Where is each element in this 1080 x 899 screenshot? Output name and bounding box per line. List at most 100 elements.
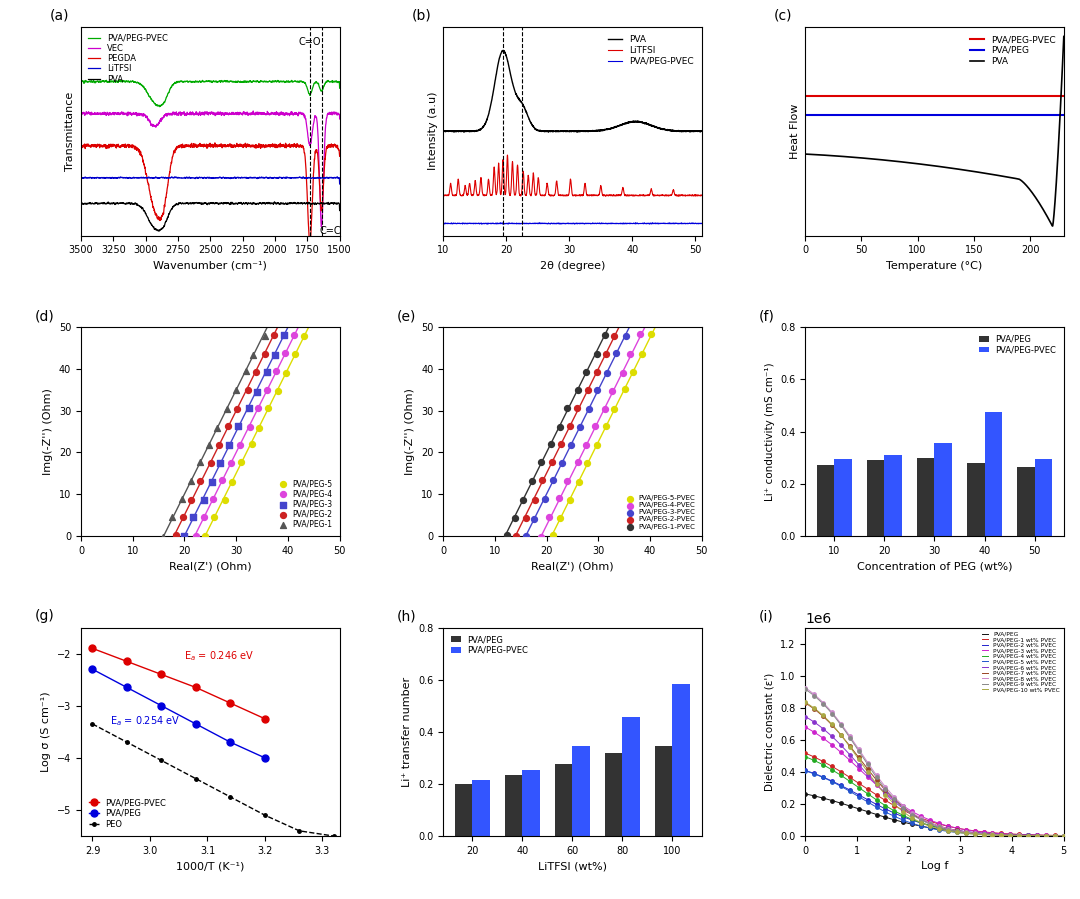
Point — [823, 717, 840, 732]
Point — [1037, 829, 1054, 843]
Y-axis label: Li⁺ transfer number: Li⁺ transfer number — [403, 677, 413, 787]
PVA — [497, 45, 510, 56]
Y-axis label: Img(-Z'') (Ohm): Img(-Z'') (Ohm) — [405, 388, 416, 475]
Point — [913, 812, 930, 826]
PVA/PEG-8 wt% PVEC — [847, 735, 860, 746]
PVA/PEG-1 — [183, 475, 200, 489]
Point — [859, 805, 876, 819]
Bar — [835, 458, 852, 536]
Bar — [1017, 467, 1035, 536]
Legend: PVA/PEG-PVEC, PVA/PEG, PEO: PVA/PEG-PVEC, PVA/PEG, PEO — [85, 795, 170, 832]
Point — [1011, 829, 1028, 843]
LiTFSI — [688, 190, 701, 200]
Point — [1028, 828, 1045, 842]
LiTFSI — [200, 173, 213, 183]
PVA/PEG-10 wt% PVEC — [799, 697, 812, 708]
PVA/PEG-10 wt% PVEC — [814, 708, 827, 719]
Point — [868, 807, 886, 822]
PVA/PEG-9 wt% PVEC — [1057, 831, 1070, 841]
Point — [1028, 829, 1045, 843]
Point — [904, 807, 921, 822]
PVA/PEG-2 — [211, 438, 228, 452]
PVA/PEG-PVEC — [326, 76, 339, 86]
PVA — [913, 158, 926, 169]
Point — [957, 825, 974, 840]
PVA/PEG-2-PVEC — [526, 493, 543, 507]
Point — [1055, 829, 1072, 843]
PVA/PEG-7 wt% PVEC — [809, 705, 822, 716]
Point — [823, 705, 840, 719]
Point — [930, 817, 947, 832]
Point — [877, 805, 894, 819]
LiTFSI — [563, 188, 576, 199]
PVA/PEG-1 — [174, 492, 191, 506]
Point — [1047, 828, 1064, 842]
Bar — [934, 443, 951, 536]
PVA/PEG-1 — [245, 348, 262, 362]
PVA/PEG-PVEC — [201, 76, 214, 86]
PVA — [436, 126, 449, 137]
Point — [823, 717, 840, 732]
PVA — [688, 126, 701, 137]
PVA — [326, 198, 339, 209]
PVA/PEG-4-PVEC — [586, 419, 604, 433]
PVA/PEG-PVEC — [688, 218, 701, 229]
PVA/PEG-PVEC — [568, 218, 581, 229]
Point — [904, 805, 921, 819]
Point — [814, 754, 832, 769]
Point — [930, 820, 947, 834]
Point — [886, 790, 903, 805]
PEGDA — [200, 142, 213, 153]
Point — [841, 798, 859, 813]
PVA/PEG-3 — [230, 419, 247, 433]
Point — [1001, 828, 1018, 842]
Point — [877, 787, 894, 801]
Point — [1011, 828, 1028, 842]
PEGDA — [333, 151, 346, 162]
Point — [841, 730, 859, 744]
Point — [904, 812, 921, 826]
Point — [975, 827, 993, 841]
Bar — [967, 463, 985, 536]
Point — [797, 681, 814, 695]
PVA — [326, 198, 339, 209]
Point — [930, 819, 947, 833]
Point — [806, 753, 823, 768]
PVA/PEG-3-PVEC — [526, 512, 543, 526]
Point — [850, 789, 867, 804]
PEO — [293, 825, 306, 836]
LiTFSI — [436, 191, 449, 201]
Point — [877, 779, 894, 794]
PEO — [224, 792, 237, 803]
Point — [1011, 828, 1028, 842]
Point — [984, 828, 1001, 842]
Y-axis label: Heat Flow: Heat Flow — [789, 103, 799, 159]
PVA/PEG-6 wt% PVEC — [1057, 831, 1070, 841]
PVA/PEG-3-PVEC — [537, 493, 554, 507]
PVA/PEG-2-PVEC — [534, 473, 551, 487]
PVA/PEG-3-PVEC — [618, 328, 635, 343]
PVA/PEG-10 wt% PVEC — [867, 775, 880, 786]
Line: PVA: PVA — [443, 50, 702, 132]
Legend: PVA/PEG-5-PVEC, PVA/PEG-4-PVEC, PVA/PEG-3-PVEC, PVA/PEG-2-PVEC, PVA/PEG-1-PVEC: PVA/PEG-5-PVEC, PVA/PEG-4-PVEC, PVA/PEG-… — [623, 493, 699, 532]
Point — [975, 826, 993, 841]
X-axis label: Real(Z') (Ohm): Real(Z') (Ohm) — [168, 561, 252, 571]
Point — [1047, 829, 1064, 843]
LiTFSI — [297, 172, 310, 182]
PVA/PEG — [867, 808, 880, 819]
Point — [921, 819, 939, 833]
PVA/PEG-7 wt% PVEC — [1044, 831, 1057, 841]
PVA/PEG-3 — [275, 327, 293, 342]
Line: PVA/PEG-8 wt% PVEC: PVA/PEG-8 wt% PVEC — [806, 688, 1064, 836]
X-axis label: Real(Z') (Ohm): Real(Z') (Ohm) — [531, 561, 613, 571]
Point — [859, 757, 876, 771]
PVA/PEG-1 — [154, 530, 172, 544]
Point — [841, 747, 859, 761]
Bar — [605, 752, 622, 836]
LiTFSI — [279, 173, 292, 183]
PVA/PEG-2 wt% PVEC — [814, 770, 827, 781]
Point — [984, 825, 1001, 840]
Point — [886, 793, 903, 807]
PVA/PEG-10 wt% PVEC — [809, 704, 822, 715]
Point — [814, 708, 832, 723]
